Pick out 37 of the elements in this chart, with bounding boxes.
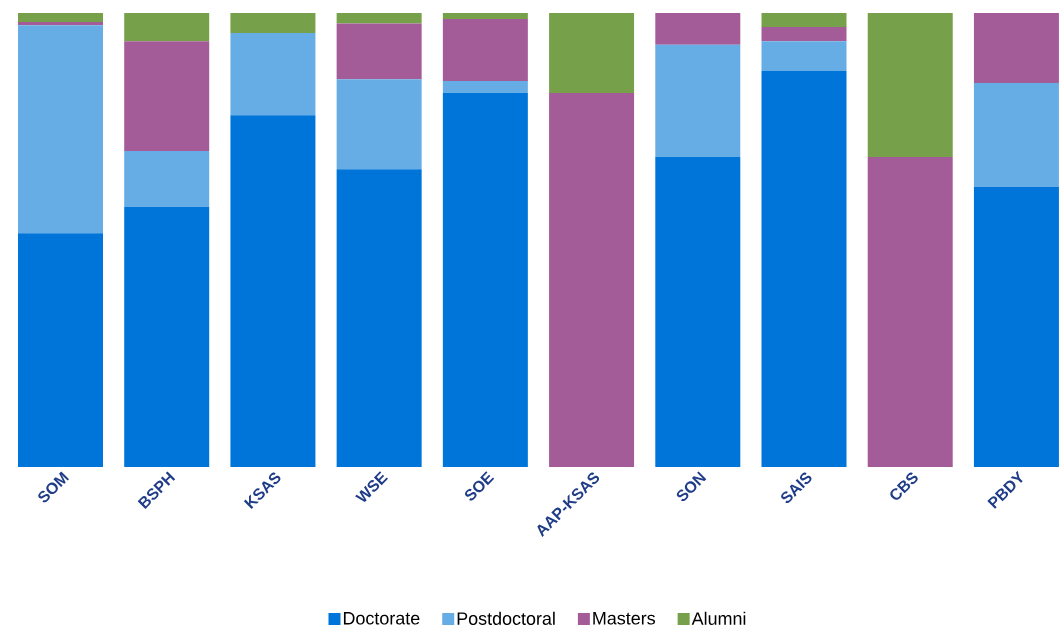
bar [655,12,741,45]
bar [761,71,847,467]
bar [549,92,635,467]
bar [655,156,741,467]
bar [230,12,316,33]
bar [17,25,103,234]
bar [973,12,1059,83]
bar [442,92,528,467]
bar [761,27,847,42]
bar [336,169,422,467]
bar [442,18,528,82]
bar [124,41,210,151]
bar [761,12,847,28]
bar [867,12,953,157]
bar [761,41,847,72]
bar [230,32,316,116]
bar [17,22,103,26]
legend-label: Doctorate [343,612,420,625]
bar [336,23,422,80]
bar [867,156,953,467]
bar [230,115,316,467]
bar [442,12,528,19]
legend-label: Masters [593,612,655,625]
legend-label: Alumni [691,611,746,625]
bar [336,12,422,24]
bar [124,206,210,467]
bar [17,12,103,23]
bar [17,233,103,467]
bar [549,12,635,93]
bar [973,82,1059,187]
bar [973,186,1059,467]
bar [336,79,422,170]
bar [655,44,741,157]
bar [124,151,210,207]
bar [442,81,528,93]
bar [124,12,210,42]
legend-label: Postdoctoral [457,611,555,625]
